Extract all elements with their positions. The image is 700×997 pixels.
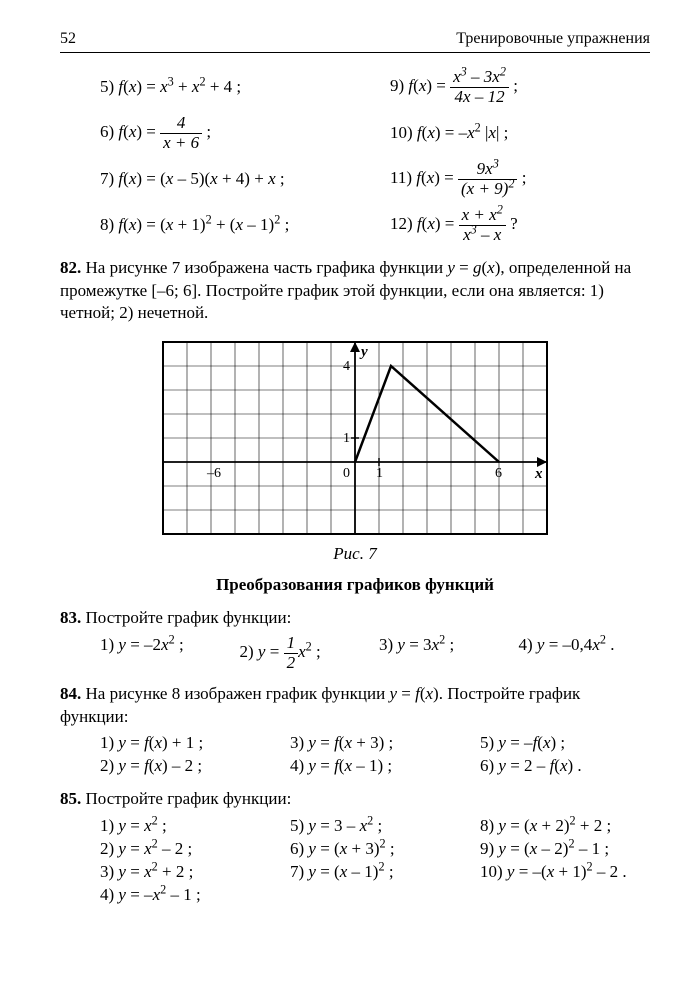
page-header: 52 Тренировочные упражнения: [60, 28, 650, 53]
svg-text:6: 6: [495, 466, 502, 481]
eq-5: 5) f(x) = x3 + x2 + 4 ;: [100, 67, 360, 109]
problem-83-items: 1) y = –2x2 ; 2) y = 12x2 ; 3) y = 3x2 ;…: [100, 634, 650, 672]
eq-9: 9) f(x) = x3 – 3x24x – 12 ;: [390, 67, 650, 109]
section-title-header: Тренировочные упражнения: [456, 28, 650, 50]
eq-7: 7) f(x) = (x – 5)(x + 4) + x ;: [100, 159, 360, 201]
eq-12: 12) f(x) = x + x2x3 – x ?: [390, 205, 650, 247]
eq-8: 8) f(x) = (x + 1)2 + (x – 1)2 ;: [100, 205, 360, 247]
eq-11: 11) f(x) = 9x3(x + 9)2 ;: [390, 159, 650, 201]
problem-83: 83. Постройте график функции:: [60, 607, 650, 630]
problem-85: 85. Постройте график функции:: [60, 788, 650, 811]
svg-text:x: x: [534, 466, 543, 482]
problem-82: 82. На рисунке 7 изображена часть график…: [60, 257, 650, 326]
section-transformations: Преобразования графиков функций: [60, 574, 650, 597]
problem-84: 84. На рисунке 8 изображен график функци…: [60, 683, 650, 729]
page-number: 52: [60, 28, 76, 50]
svg-text:1: 1: [376, 466, 383, 481]
svg-text:1: 1: [343, 431, 350, 446]
problem-82-text-a: На рисунке 7 изображена часть графика фу…: [86, 258, 448, 277]
svg-text:0: 0: [343, 466, 350, 481]
graph-figure-7: –6 0 1 6 1 4 x y: [153, 337, 557, 539]
svg-text:y: y: [359, 344, 368, 360]
svg-text:–6: –6: [206, 466, 221, 481]
problem-85-items: 1) y = x2 ; 2) y = x2 – 2 ; 3) y = x2 + …: [100, 815, 650, 907]
eq-6: 6) f(x) = 4x + 6 ;: [100, 113, 360, 155]
eq-10: 10) f(x) = –x2 |x| ;: [390, 113, 650, 155]
svg-text:4: 4: [343, 359, 350, 374]
figure-7-caption: Рис. 7: [60, 543, 650, 566]
problem-82-num: 82.: [60, 258, 81, 277]
problem-84-items: 1) y = f(x) + 1 ; 2) y = f(x) – 2 ; 3) y…: [100, 732, 650, 778]
